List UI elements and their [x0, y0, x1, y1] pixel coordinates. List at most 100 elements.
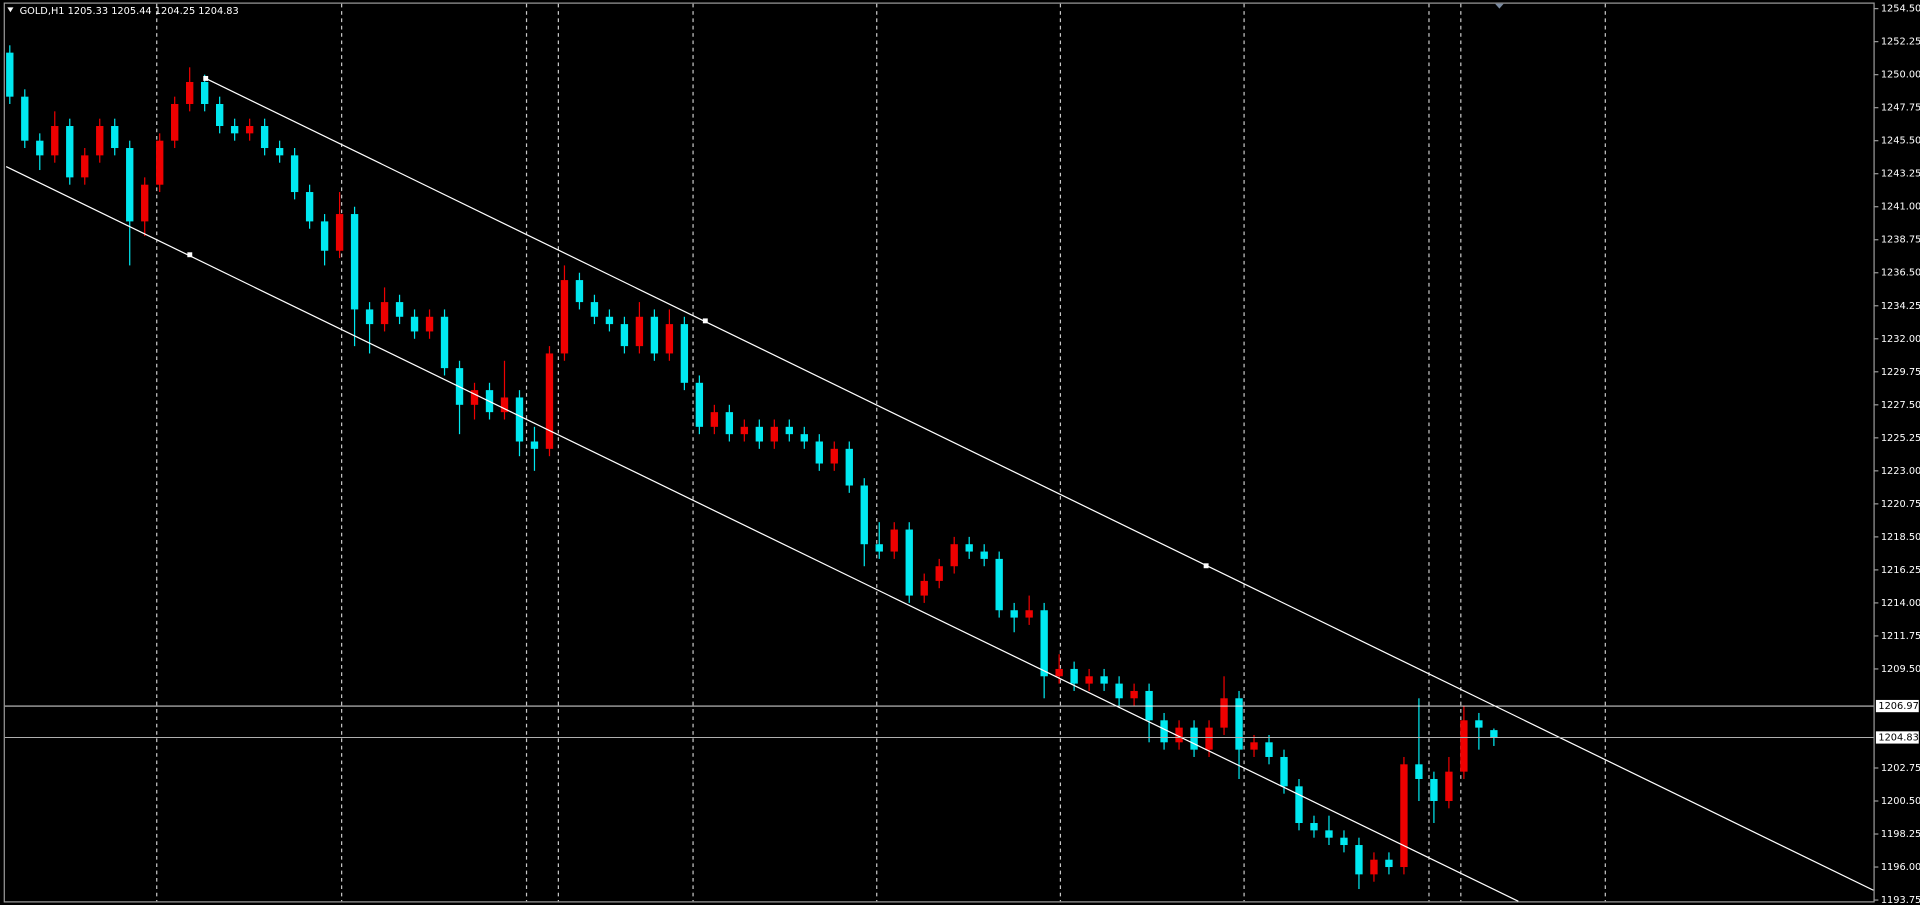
- y-tick-label: 1245.50: [1881, 136, 1920, 147]
- candle-body: [695, 382, 704, 427]
- candle-body: [935, 566, 943, 581]
- candle-body: [1130, 690, 1138, 699]
- price-label: 1204.83: [1878, 732, 1918, 743]
- y-tick-label: 1196.00: [1881, 862, 1920, 873]
- candle-body: [1340, 837, 1348, 846]
- y-tick-label: 1241.00: [1881, 202, 1920, 213]
- y-tick-label: 1202.75: [1881, 763, 1920, 774]
- candle-body: [530, 441, 539, 449]
- candle-body: [186, 81, 194, 105]
- candle-body: [141, 184, 149, 222]
- candle-body: [890, 529, 898, 552]
- candle-body: [725, 412, 734, 435]
- candle-body: [515, 397, 524, 442]
- candle-body: [1190, 727, 1198, 750]
- candle-body: [230, 126, 239, 134]
- candle-body: [1265, 742, 1273, 757]
- channel-lower: [5, 166, 1519, 902]
- chart-title: GOLD,H1 1205.33 1205.44 1204.25 1204.83: [20, 6, 239, 17]
- candle-body: [605, 316, 614, 325]
- y-tick-label: 1225.25: [1881, 433, 1920, 444]
- candle-body: [156, 140, 164, 185]
- candles: [6, 45, 1498, 890]
- candle-body: [1325, 830, 1333, 838]
- y-tick-label: 1200.50: [1881, 796, 1920, 807]
- candle-body: [335, 214, 344, 251]
- candle-body: [635, 316, 644, 347]
- candle-body: [755, 426, 764, 442]
- candle-body: [500, 397, 509, 413]
- candle-body: [6, 52, 14, 97]
- candle-body: [1370, 859, 1378, 875]
- candle-body: [1400, 764, 1408, 868]
- y-tick-label: 1223.00: [1881, 466, 1920, 477]
- y-tick-label: 1216.25: [1881, 565, 1920, 576]
- candle-body: [545, 353, 554, 449]
- candle-body: [980, 551, 988, 559]
- candle-body: [920, 580, 928, 596]
- candle-body: [875, 544, 883, 552]
- candle-body: [275, 148, 284, 156]
- y-tick-label: 1220.75: [1881, 499, 1920, 510]
- candle-body: [380, 302, 389, 325]
- handle: [187, 252, 193, 258]
- candle-body: [290, 155, 299, 193]
- candle-body: [1355, 845, 1363, 875]
- menu-arrow: [7, 7, 14, 13]
- candle-body: [470, 390, 479, 405]
- candle-body: [1490, 730, 1498, 738]
- y-tick-label: 1234.25: [1881, 301, 1920, 312]
- trend-channel: [5, 77, 1874, 902]
- candle-body: [215, 104, 224, 127]
- y-tick-label: 1247.75: [1881, 103, 1920, 114]
- candle-body: [740, 426, 749, 435]
- candle-body: [965, 544, 973, 552]
- candle-body: [1040, 610, 1048, 677]
- candle-body: [710, 412, 719, 427]
- candle-body: [1280, 756, 1288, 787]
- candle-body: [1010, 610, 1018, 618]
- candle-body: [680, 324, 689, 383]
- candle-body: [440, 316, 449, 369]
- candle-body: [800, 434, 808, 442]
- candle-body: [245, 126, 254, 134]
- y-tick-label: 1243.25: [1881, 169, 1920, 180]
- candle-body: [1055, 668, 1063, 677]
- candle-body: [1220, 698, 1228, 728]
- candle-body: [650, 316, 659, 354]
- y-tick-label: 1193.75: [1881, 895, 1920, 905]
- candle-body: [665, 324, 674, 354]
- handle: [702, 318, 708, 324]
- candle-body: [1460, 720, 1468, 772]
- candle-body: [66, 126, 74, 178]
- candle-body: [560, 280, 569, 354]
- candle-body: [410, 316, 419, 332]
- candle-body: [201, 81, 209, 105]
- y-tick-label: 1211.75: [1881, 631, 1920, 642]
- candle-body: [425, 316, 434, 332]
- candle-body: [1160, 720, 1168, 743]
- candle-body: [815, 441, 823, 464]
- candle-body: [1295, 786, 1303, 824]
- candle-body: [395, 302, 404, 317]
- y-tick-label: 1227.50: [1881, 400, 1920, 411]
- channel-upper: [205, 77, 1874, 891]
- candle-body: [770, 426, 778, 442]
- y-tick-label: 1232.00: [1881, 334, 1920, 345]
- y-tick-label: 1214.00: [1881, 598, 1920, 609]
- candle-body: [260, 126, 269, 149]
- candle-body: [350, 214, 359, 310]
- y-tick-label: 1254.50: [1881, 4, 1920, 15]
- price-label-box: [1875, 699, 1919, 713]
- candle-body: [305, 192, 314, 222]
- candle-body: [905, 529, 913, 596]
- handle: [203, 75, 209, 81]
- candle-body: [36, 140, 44, 156]
- candle-body: [96, 126, 104, 156]
- shift-marker: [1495, 3, 1504, 9]
- candle-body: [81, 155, 89, 178]
- candle-body: [590, 302, 599, 317]
- candle-body: [51, 126, 59, 156]
